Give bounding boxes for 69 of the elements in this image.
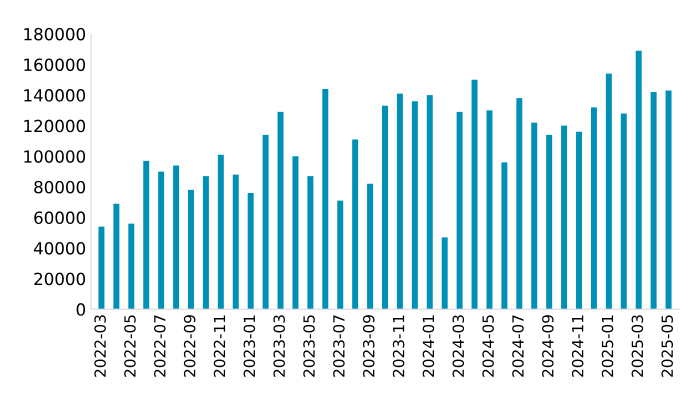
y-tick-label: 160000 — [24, 58, 86, 72]
y-tick-label: 20000 — [34, 272, 86, 286]
bar — [202, 176, 209, 310]
x-tick-label: 2024-11 — [572, 315, 584, 377]
bar — [128, 224, 134, 310]
y-tick-label: 40000 — [34, 242, 86, 255]
x-tick-label: 2023-01 — [244, 315, 256, 377]
x-tick-label: 2022-07 — [154, 315, 166, 377]
bar — [337, 200, 344, 310]
bar — [620, 113, 627, 310]
bar — [456, 112, 463, 310]
y-tick-label: 60000 — [34, 211, 86, 224]
bar — [590, 107, 597, 310]
y-tick-label: 0 — [76, 303, 86, 316]
x-tick-label: 2022-11 — [214, 315, 226, 377]
x-tick-label: 2022-03 — [94, 315, 106, 377]
bar — [516, 98, 522, 310]
x-tick-label: 2024-09 — [542, 315, 554, 377]
bar — [218, 154, 224, 310]
bar — [606, 74, 612, 310]
bar — [98, 226, 104, 310]
bar — [113, 204, 120, 310]
bar — [173, 165, 180, 310]
bar — [367, 184, 374, 310]
x-tick-label: 2025-03 — [632, 315, 644, 377]
y-tick-label: 80000 — [34, 180, 86, 194]
x-tick-label: 2023-03 — [273, 315, 285, 377]
bar — [576, 132, 582, 310]
bar — [396, 94, 403, 310]
bar — [412, 101, 418, 310]
x-tick-label: 2023-05 — [303, 315, 315, 377]
bar — [262, 134, 269, 310]
bar — [232, 174, 239, 310]
bar — [472, 80, 478, 310]
bar — [188, 190, 194, 310]
bar — [143, 160, 150, 310]
x-tick-label: 2024-05 — [482, 315, 494, 377]
bar — [531, 122, 538, 310]
bar — [561, 126, 568, 310]
y-tick-label: 140000 — [24, 89, 86, 102]
y-tick-label: 100000 — [24, 150, 86, 163]
bar — [546, 134, 552, 310]
x-tick-label: 2023-07 — [333, 315, 345, 377]
bar — [278, 112, 284, 310]
bar — [650, 92, 657, 310]
x-tick-label: 2024-07 — [512, 315, 524, 377]
bar — [322, 88, 328, 310]
bar — [636, 50, 642, 310]
y-tick-label: 180000 — [24, 28, 86, 40]
bar — [666, 90, 672, 310]
bar — [352, 139, 358, 310]
bar — [292, 156, 298, 310]
bar — [501, 162, 508, 310]
x-tick-label: 2024-01 — [422, 315, 434, 377]
bar — [486, 110, 492, 310]
bar — [248, 192, 254, 310]
y-tick-label: 120000 — [24, 120, 86, 132]
x-tick-label: 2025-05 — [661, 315, 673, 377]
bar — [158, 172, 164, 310]
x-tick-label: 2023-11 — [392, 315, 404, 377]
x-tick-label: 2025-01 — [602, 315, 614, 377]
bar — [426, 95, 433, 310]
x-tick-label: 2024-03 — [452, 315, 464, 377]
x-tick-label: 2023-09 — [362, 315, 375, 377]
bar — [382, 106, 388, 310]
bar — [307, 176, 314, 310]
bar — [442, 237, 448, 310]
x-tick-label: 2022-05 — [124, 315, 136, 377]
x-tick-label: 2022-09 — [184, 315, 196, 377]
